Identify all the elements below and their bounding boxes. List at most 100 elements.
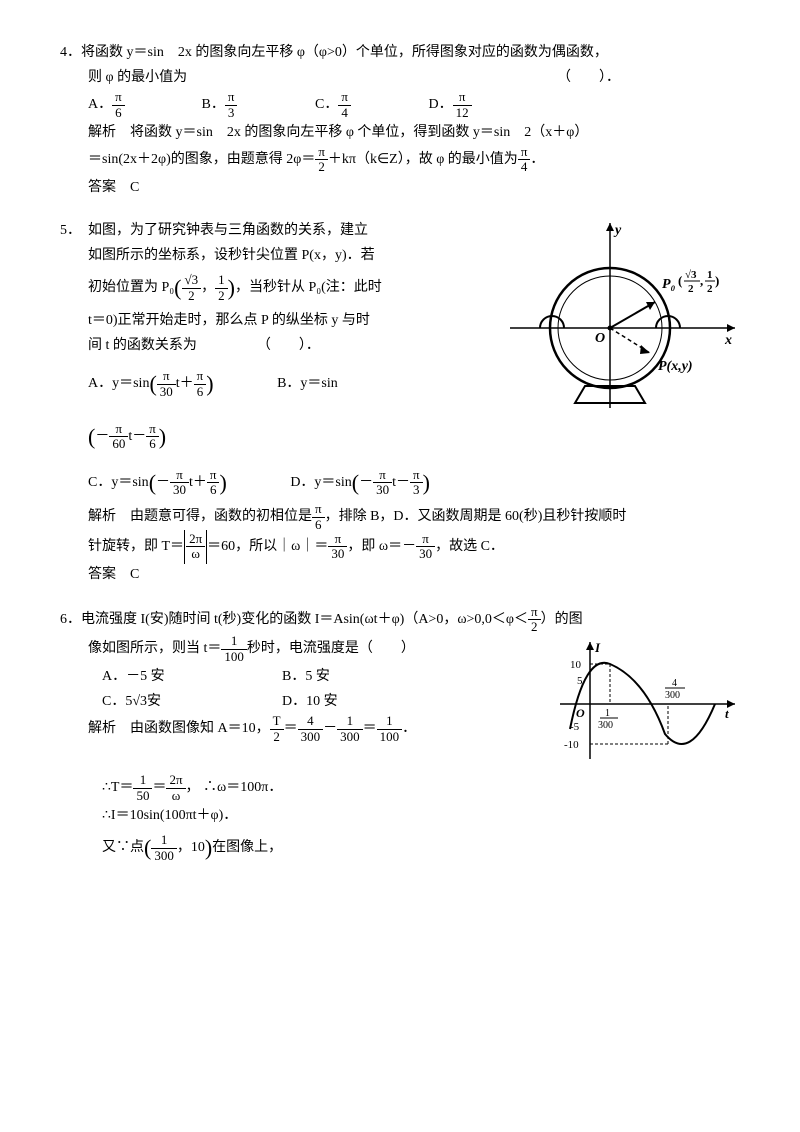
q5-ans-label: 答案 (88, 567, 116, 582)
q5-num: 5． (60, 223, 74, 238)
q6-sol1-in: 1 (377, 714, 403, 729)
q5-p0-an: √3 (182, 273, 202, 288)
q5-B-bn: π (146, 422, 159, 437)
q4-optD-label: D． (429, 92, 453, 117)
q6-s2-fd: 100 (221, 650, 247, 664)
q4-num: 4． (60, 45, 81, 60)
q6-sol1-id: 100 (377, 730, 403, 744)
q5-D-ad: 30 (373, 483, 392, 497)
q5-p0-c: ， (201, 280, 215, 295)
q5-sol2d: ，故选 C． (435, 539, 504, 554)
q4-sol1: 将函数 y＝sin 2x 的图象向左平移 φ 个单位，得到函数 y＝sin 2（… (130, 125, 588, 140)
q6-s2b: 秒时，电流强度是（ ） (247, 641, 415, 656)
q4-stem1: 将函数 y＝sin 2x 的图象向左平移 φ（φ>0）个单位，所得图象对应的函数… (81, 45, 608, 60)
q4-optA-den: 6 (112, 106, 125, 120)
q6-sol1-hd: 300 (337, 730, 363, 744)
q4-sol2-fn: π (315, 145, 328, 160)
q4-optB-den: 3 (225, 106, 238, 120)
svg-text:(: ( (678, 273, 682, 288)
q6-sol1-fd: 2 (270, 730, 284, 744)
q5-D-bd: 3 (410, 483, 423, 497)
q5-B-neg: － (95, 429, 109, 444)
svg-text:y: y (613, 223, 622, 238)
q5-sol2-gn: π (328, 532, 347, 547)
q5-C-mid: t＋ (189, 475, 207, 490)
q6-sol2-gn: 2π (166, 773, 185, 788)
q6-s2-fn: 1 (221, 634, 247, 649)
q4-blank: （ ）． (557, 65, 620, 90)
q5-D-mid: t－ (392, 475, 410, 490)
q5-p0-bd: 2 (215, 289, 228, 303)
q4-optD-num: π (453, 90, 472, 105)
q6-s1b: ）的图 (541, 612, 583, 627)
q5-D-an: π (373, 468, 392, 483)
q4-sol-label: 解析 (88, 125, 116, 140)
question-4: 4．将函数 y＝sin 2x 的图象向左平移 φ（φ>0）个单位，所得图象对应的… (60, 40, 740, 200)
svg-text:): ) (715, 273, 719, 288)
q5-sol-label: 解析 (88, 509, 116, 524)
svg-text:-5: -5 (570, 721, 580, 733)
q4-sol2-gn: π (518, 145, 531, 160)
svg-text:-10: -10 (564, 739, 579, 751)
q5-p0-ad: 2 (182, 289, 202, 303)
q5-C-l: C．y＝sin (88, 475, 149, 490)
q6-sol1-gn: 4 (298, 714, 324, 729)
q5-p0-bn: 1 (215, 273, 228, 288)
q4-sol2a: ＝sin(2x＋2φ)的图象，由题意得 2φ＝ (88, 152, 315, 167)
q4-optA-num: π (112, 90, 125, 105)
q6-sol3: ∴I＝10sin(100πt＋φ)． (102, 808, 237, 823)
q6-sol2b: ＝ (152, 780, 166, 795)
q6-sol2a: ∴T＝ (102, 780, 133, 795)
q6-figure: I t O 10 5 -5 -10 1 300 4 300 (550, 634, 740, 773)
q6-sol4b: ，10 (177, 840, 205, 855)
q5-sol2c: ，即 ω＝－ (347, 539, 416, 554)
q6-sol1-hn: 1 (337, 714, 363, 729)
q6-sol1-gd: 300 (298, 730, 324, 744)
q5-C-neg: － (156, 475, 170, 490)
q4-optD-den: 12 (453, 106, 472, 120)
q6-sol1d: ＝ (363, 721, 377, 736)
q6-sol4a: 又∵点 (102, 840, 144, 855)
q5-s2: 如图所示的坐标系，设秒针尖位置 P(x，y)．若 (88, 248, 375, 263)
q5-s3b: ，当秒针从 P₀(注：此时 (235, 280, 382, 295)
q4-optB-label: B． (202, 92, 225, 117)
q6-s1-fd: 2 (528, 620, 541, 634)
q6-sol1a: 由函数图像知 A＝10， (130, 721, 270, 736)
q5-sol1-fd: 6 (312, 518, 325, 532)
q5-A-l: A．y＝sin (88, 376, 149, 391)
q5-B-an: π (109, 422, 128, 437)
q5-D-neg: － (359, 475, 373, 490)
q6-Cl: C．5√3安 (102, 689, 282, 714)
svg-text:2: 2 (688, 283, 694, 295)
q6-sol2-gd: ω (166, 789, 185, 803)
q4-ans-label: 答案 (88, 180, 116, 195)
q5-C-bn: π (207, 468, 220, 483)
q5-C-bd: 6 (207, 483, 220, 497)
svg-text:√3: √3 (685, 269, 697, 281)
svg-text:300: 300 (598, 720, 613, 731)
q5-s4: t＝0)正常开始走时，那么点 P 的纵坐标 y 与时 (88, 313, 370, 328)
q5-sol1b: ，排除 B，D．又函数周期是 60(秒)且秒针按顺时 (325, 509, 627, 524)
q6-Bl: B．5 安 (282, 669, 330, 684)
q5-B-ad: 60 (109, 437, 128, 451)
question-5: 5． 如图，为了研究钟表与三角函数的关系，建立 如图所示的坐标系，设秒针尖位置 … (60, 218, 740, 587)
svg-text:300: 300 (665, 690, 680, 701)
svg-text:O: O (595, 331, 605, 346)
q5-sol2-hn: π (416, 532, 435, 547)
q5-sol1a: 由题意可得，函数的初相位是 (130, 509, 312, 524)
q5-sol2a: 针旋转，即 T＝ (88, 539, 184, 554)
q5-sol2b: ＝60，所以｜ω｜＝ (207, 539, 328, 554)
q4-ans: C (130, 180, 139, 195)
q5-s1: 如图，为了研究钟表与三角函数的关系，建立 (88, 223, 368, 238)
svg-text:I: I (594, 640, 601, 655)
q6-sol2c: ， ∴ω＝100π． (186, 780, 283, 795)
svg-text:t: t (725, 706, 729, 721)
q6-sol4-fn: 1 (151, 833, 177, 848)
q5-C-an: π (170, 468, 189, 483)
q6-sol1b: ＝ (284, 721, 298, 736)
svg-text:1: 1 (707, 269, 713, 281)
q5-B-bd: 6 (146, 437, 159, 451)
q6-sol4-fd: 300 (151, 849, 177, 863)
svg-text:P(x,y): P(x,y) (658, 359, 693, 374)
svg-text:2: 2 (707, 283, 713, 295)
